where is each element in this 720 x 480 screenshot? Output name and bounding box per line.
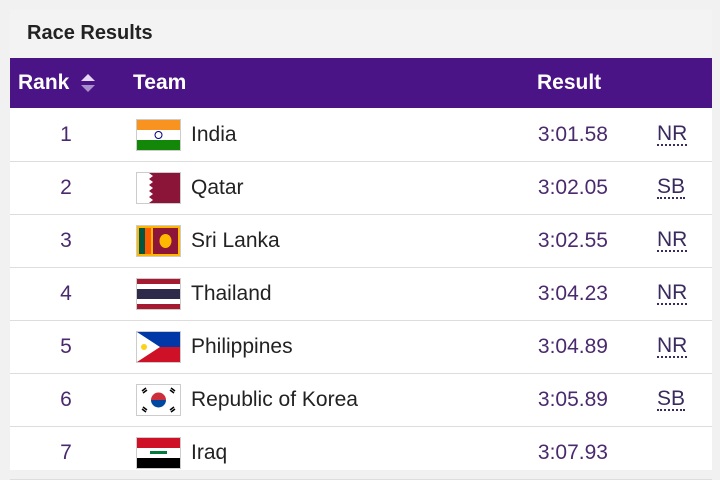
rank: 3: [60, 229, 72, 252]
table-row: 4 Thailand 3:04.23 NR: [10, 268, 712, 321]
rank: 4: [60, 282, 72, 305]
table-header: Rank Team Result: [10, 58, 712, 108]
results-panel: Race Results Rank Team Result 1 India 3:…: [10, 10, 712, 480]
result-time: 3:04.23: [537, 282, 608, 305]
record-note[interactable]: NR: [657, 334, 688, 358]
record-note[interactable]: NR: [657, 281, 688, 305]
record-note[interactable]: NR: [657, 122, 688, 146]
flag: [136, 331, 181, 363]
flag: [136, 384, 181, 416]
flag: [136, 119, 181, 151]
table-row: 2 Qatar 3:02.05 SB: [10, 162, 712, 215]
team-name: Sri Lanka: [191, 229, 280, 252]
table-row: 6 Republic of Korea 3:05.89 SB: [10, 374, 712, 427]
table-row: 7 Iraq 3:07.93: [10, 427, 712, 480]
record-note[interactable]: NR: [657, 228, 688, 252]
result-time: 3:02.05: [537, 176, 608, 199]
table-row: 1 India 3:01.58 NR: [10, 109, 712, 162]
sort-icon[interactable]: [79, 72, 97, 94]
result-time: 3:01.58: [537, 123, 608, 146]
flag: [136, 437, 181, 469]
title-bar: Race Results: [10, 10, 712, 58]
column-header: Result: [537, 71, 602, 94]
flag: [136, 225, 181, 257]
team-name: Iraq: [191, 441, 228, 464]
rank: 5: [60, 335, 72, 358]
rank: 1: [60, 123, 72, 146]
team-name: Thailand: [191, 282, 272, 305]
team-name: Qatar: [191, 176, 244, 199]
result-time: 3:07.93: [537, 441, 608, 464]
table-row: 5 Philippines 3:04.89 NR: [10, 321, 712, 374]
record-note[interactable]: SB: [657, 387, 686, 411]
column-header[interactable]: Rank: [18, 71, 70, 94]
result-time: 3:02.55: [537, 229, 608, 252]
result-time: 3:05.89: [537, 388, 608, 411]
team-name: Philippines: [191, 335, 293, 358]
column-header: Team: [133, 71, 187, 94]
rank: 6: [60, 388, 72, 411]
table-row: 3 Sri Lanka 3:02.55 NR: [10, 215, 712, 268]
rank: 7: [60, 441, 72, 464]
flag: [136, 172, 181, 204]
rank: 2: [60, 176, 72, 199]
result-time: 3:04.89: [537, 335, 608, 358]
flag: [136, 278, 181, 310]
team-name: Republic of Korea: [191, 388, 358, 411]
page: Race Results Rank Team Result 1 India 3:…: [10, 10, 712, 480]
record-note[interactable]: SB: [657, 175, 686, 199]
team-name: India: [191, 123, 237, 146]
panel-title: Race Results: [27, 22, 153, 44]
